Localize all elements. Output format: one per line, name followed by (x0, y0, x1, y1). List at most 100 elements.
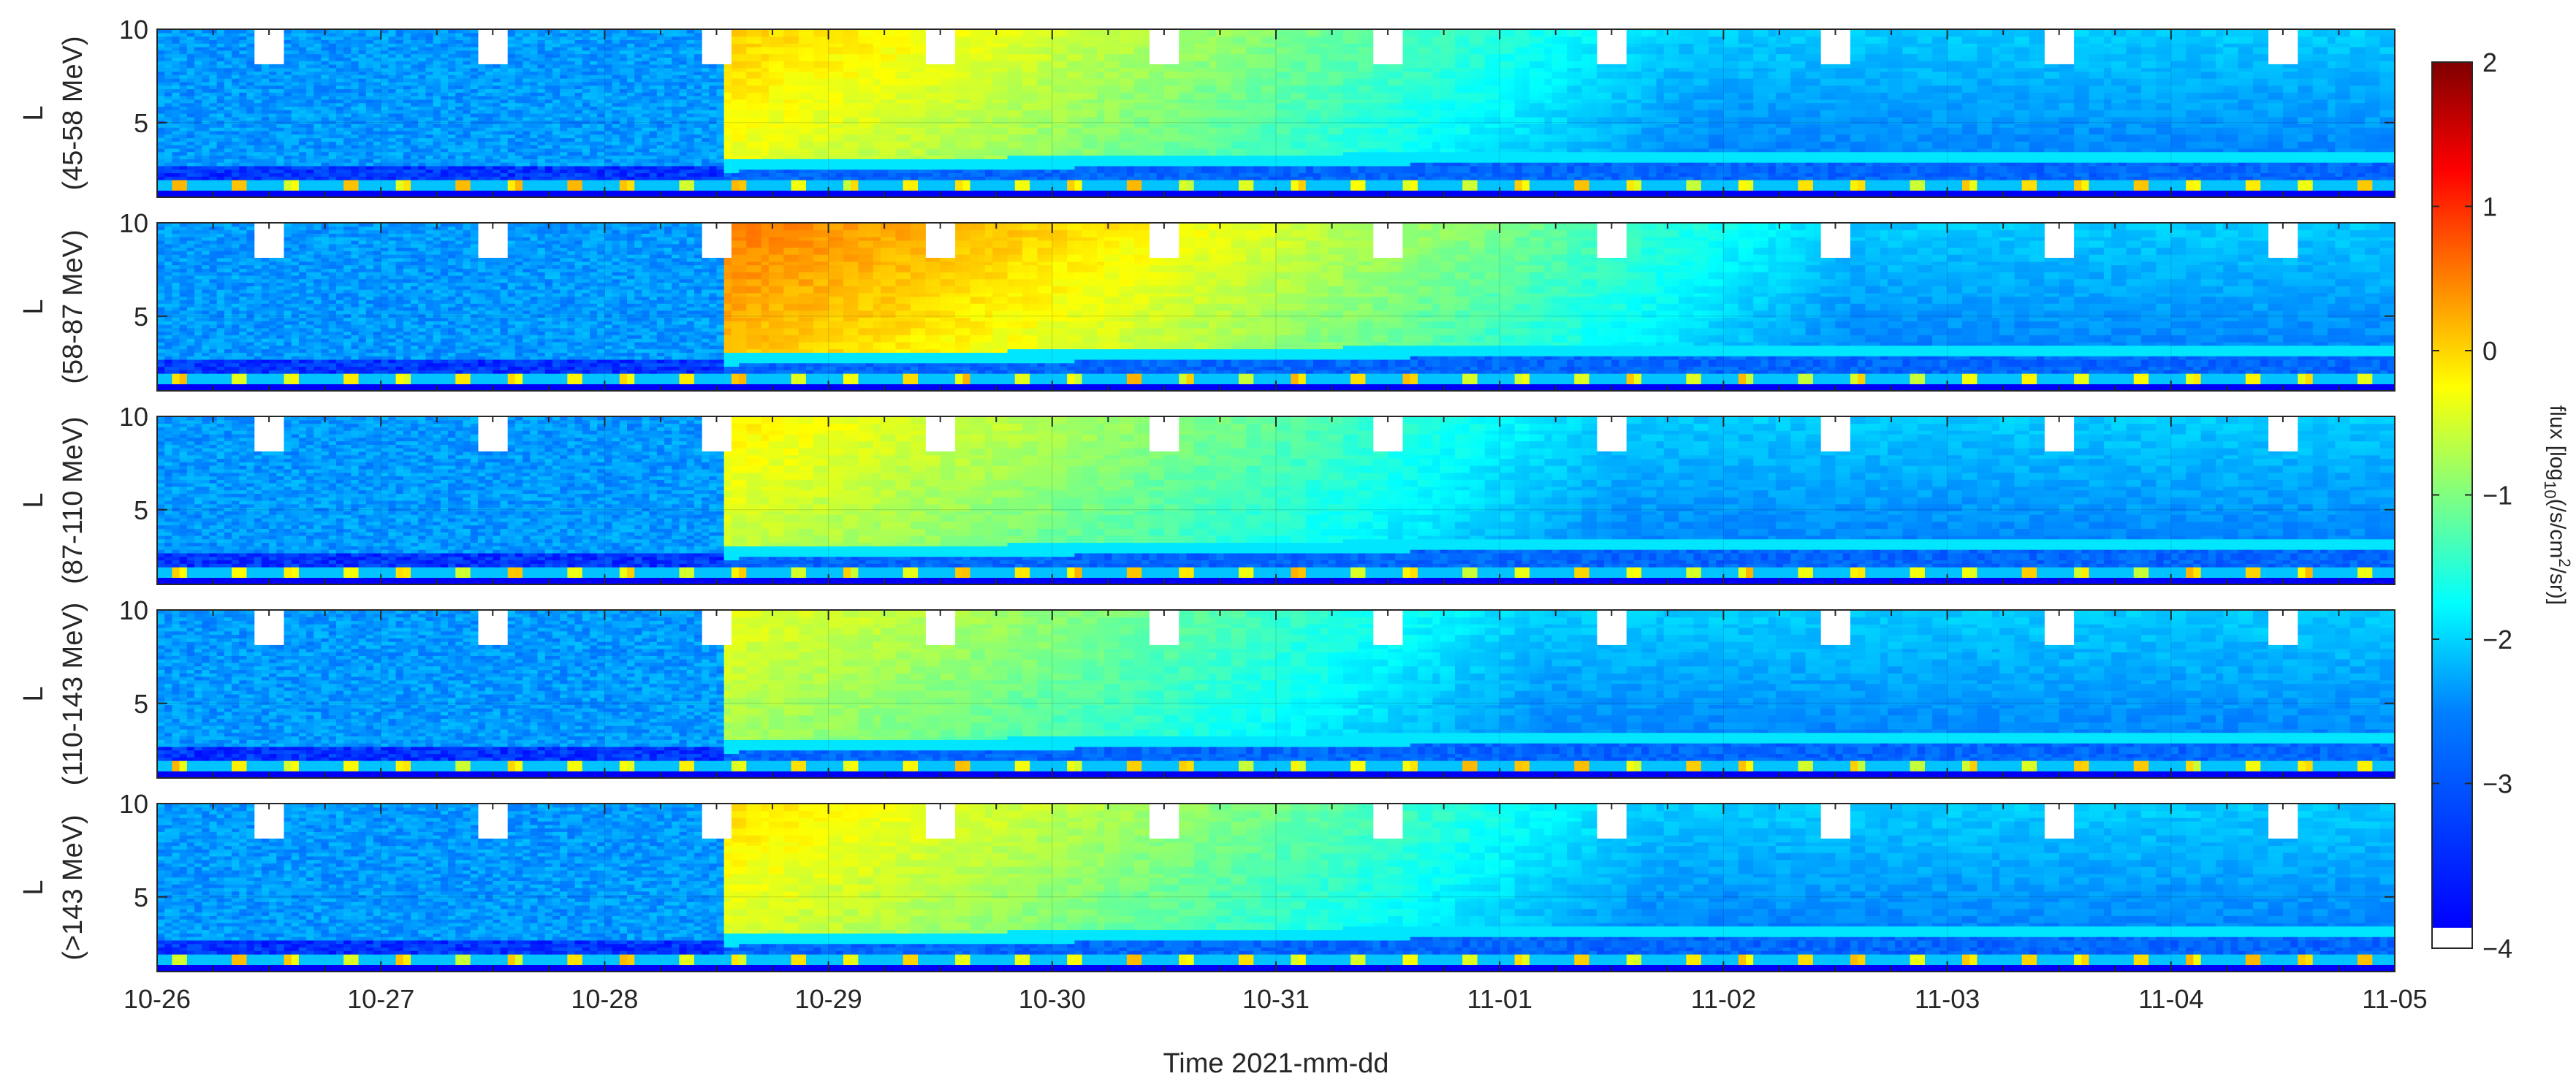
heatmap-cell (224, 75, 232, 78)
heatmap-cell (351, 75, 359, 78)
heatmap-cell (217, 82, 225, 85)
heatmap-cell (433, 172, 441, 176)
heatmap-cell (359, 148, 367, 152)
heatmap-cell (343, 88, 352, 92)
heatmap-cell (164, 162, 172, 166)
heatmap-cell (403, 88, 411, 92)
heatmap-cell (299, 141, 307, 145)
heatmap-cell (180, 159, 188, 162)
heatmap-cell (284, 103, 292, 107)
heatmap-cell (276, 166, 284, 169)
heatmap-cell (180, 47, 188, 50)
heatmap-cell (239, 43, 247, 47)
heatmap-cell (329, 131, 337, 134)
heatmap-cell (314, 50, 322, 54)
heatmap-cell (217, 113, 225, 117)
heatmap-cell (246, 50, 254, 54)
heatmap-cell (418, 180, 426, 183)
heatmap-cell (224, 96, 232, 99)
heatmap-cell (276, 106, 284, 110)
heatmap-cell (180, 68, 188, 72)
heatmap-cell (322, 75, 330, 78)
heatmap-cell (418, 131, 426, 134)
heatmap-cell (336, 162, 344, 166)
heatmap-cell (381, 148, 389, 152)
heatmap-cell (314, 162, 322, 166)
heatmap-cell (329, 88, 337, 92)
heatmap-cell (433, 169, 441, 173)
heatmap-cell (418, 75, 426, 78)
heatmap-cell (373, 138, 381, 142)
heatmap-cell (425, 82, 433, 85)
heatmap-cell (232, 43, 240, 47)
heatmap-cell (359, 113, 367, 117)
heatmap-cell (232, 57, 240, 61)
heatmap-cell (396, 61, 404, 64)
heatmap-cell (388, 72, 396, 75)
heatmap-cell (187, 187, 195, 191)
heatmap-cell (232, 61, 240, 64)
heatmap-cell (164, 169, 172, 173)
heatmap-cell (276, 113, 284, 117)
heatmap-cell (217, 37, 225, 40)
heatmap-cell (306, 166, 314, 169)
heatmap-cell (164, 110, 172, 113)
heatmap-cell (351, 176, 359, 180)
heatmap-cell (217, 54, 225, 58)
heatmap-cell (262, 183, 270, 187)
heatmap-cell (209, 50, 217, 54)
heatmap-cell (292, 47, 300, 50)
heatmap-cell (411, 64, 419, 68)
heatmap-cell (254, 187, 262, 191)
heatmap-cell (172, 166, 180, 169)
heatmap-cell (194, 145, 202, 148)
heatmap-cell (396, 96, 404, 99)
heatmap-cell (262, 156, 270, 159)
heatmap-cell (322, 47, 330, 50)
heatmap-cell (187, 47, 195, 50)
heatmap-cell (292, 96, 300, 99)
heatmap-cell (217, 88, 225, 92)
heatmap-cell (157, 50, 165, 54)
heatmap-cell (433, 117, 441, 121)
heatmap-cell (336, 61, 344, 64)
heatmap-cell (351, 85, 359, 89)
heatmap-cell (187, 99, 195, 103)
heatmap-cell (418, 72, 426, 75)
heatmap-cell (381, 43, 389, 47)
heatmap-cell (157, 187, 165, 191)
heatmap-cell (269, 190, 277, 194)
heatmap-cell (232, 113, 240, 117)
heatmap-cell (284, 172, 292, 176)
heatmap-cell (209, 68, 217, 72)
heatmap-cell (157, 169, 165, 173)
heatmap-cell (411, 37, 419, 40)
heatmap-cell (157, 103, 165, 107)
heatmap-cell (299, 57, 307, 61)
heatmap-cell (396, 39, 404, 43)
heatmap-cell (239, 68, 247, 72)
heatmap-cell (336, 78, 344, 82)
heatmap-cell (351, 156, 359, 159)
heatmap-cell (359, 92, 367, 96)
heatmap-cell (366, 141, 374, 145)
heatmap-cell (187, 141, 195, 145)
heatmap-cell (418, 183, 426, 187)
heatmap-cell (239, 61, 247, 64)
heatmap-cell (246, 117, 254, 121)
heatmap-cell (396, 82, 404, 85)
heatmap-cell (292, 156, 300, 159)
heatmap-cell (403, 99, 411, 103)
heatmap-cell (239, 113, 247, 117)
heatmap-cell (262, 68, 270, 72)
heatmap-cell (366, 106, 374, 110)
heatmap-cell (172, 47, 180, 50)
heatmap-cell (187, 127, 195, 131)
heatmap-cell (254, 156, 262, 159)
heatmap-cell (224, 113, 232, 117)
heatmap-cell (157, 61, 165, 64)
heatmap-cell (299, 176, 307, 180)
heatmap-cell (157, 156, 165, 159)
heatmap-cell (217, 169, 225, 173)
heatmap-cell (180, 72, 188, 75)
